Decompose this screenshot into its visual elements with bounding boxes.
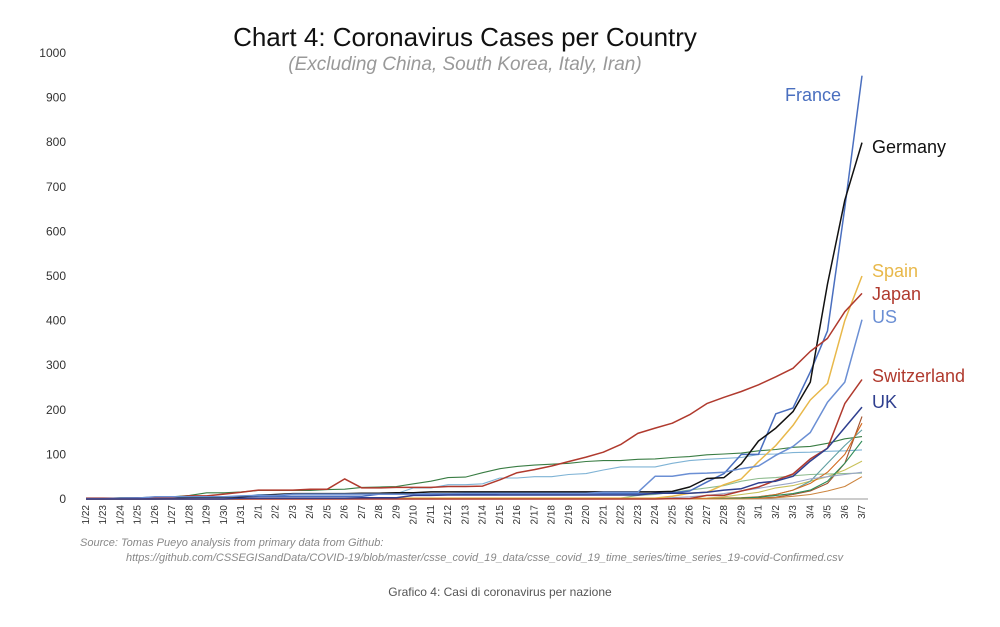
- series-label-france: France: [785, 85, 841, 105]
- y-tick-label: 400: [46, 314, 66, 328]
- x-tick-label: 2/1: [253, 505, 264, 519]
- x-tick-label: 2/7: [357, 505, 368, 519]
- y-tick-label: 900: [46, 91, 66, 105]
- x-tick-label: 2/24: [650, 505, 661, 525]
- x-tick-label: 3/7: [857, 505, 868, 519]
- x-tick-label: 2/13: [460, 505, 471, 525]
- x-tick-label: 2/14: [478, 505, 489, 525]
- x-tick-label: 1/28: [184, 505, 195, 525]
- y-tick-label: 600: [46, 224, 66, 238]
- x-tick-label: 2/22: [616, 505, 627, 525]
- x-tick-label: 2/12: [443, 505, 454, 525]
- x-tick-label: 2/28: [719, 505, 730, 525]
- x-tick-label: 2/29: [736, 505, 747, 525]
- series-label-switzerland: Switzerland: [872, 366, 965, 386]
- x-tick-label: 3/6: [840, 505, 851, 519]
- x-tick-label: 1/26: [150, 505, 161, 525]
- x-tick-label: 1/24: [115, 505, 126, 525]
- x-tick-label: 2/17: [529, 505, 540, 525]
- x-tick-label: 2/5: [322, 505, 333, 519]
- x-tick-label: 2/11: [426, 505, 437, 524]
- x-tick-label: 2/19: [564, 505, 575, 525]
- x-tick-label: 2/4: [305, 505, 316, 519]
- series-line-uk: [86, 406, 863, 500]
- x-tick-label: 3/2: [771, 505, 782, 519]
- x-tick-label: 3/1: [754, 505, 765, 519]
- y-tick-label: 100: [46, 447, 66, 461]
- x-tick-label: 2/10: [409, 505, 420, 525]
- x-tick-label: 3/3: [788, 505, 799, 519]
- x-tick-label: 2/9: [391, 505, 402, 519]
- x-tick-label: 2/3: [288, 505, 299, 519]
- x-tick-label: 2/25: [667, 505, 678, 525]
- x-tick-label: 2/18: [547, 505, 558, 525]
- y-tick-label: 700: [46, 180, 66, 194]
- source-url: https://github.com/CSSEGISandData/COVID-…: [126, 552, 844, 564]
- x-tick-label: 1/25: [133, 505, 144, 525]
- series-label-germany: Germany: [872, 137, 946, 157]
- x-tick-label: 1/23: [98, 505, 109, 525]
- x-tick-label: 2/23: [633, 505, 644, 525]
- series-line-spain: [86, 275, 863, 500]
- x-tick-label: 3/5: [823, 505, 834, 519]
- x-tick-label: 2/16: [512, 505, 523, 525]
- y-tick-label: 200: [46, 403, 66, 417]
- x-tick-label: 2/6: [340, 505, 351, 519]
- series-labels: France Germany Spain Japan US Switzerland UK: [785, 85, 965, 412]
- figure-caption: Grafico 4: Casi di coronavirus per nazio…: [388, 585, 612, 599]
- y-tick-label: 1000: [39, 46, 66, 60]
- x-tick-label: 2/27: [702, 505, 713, 525]
- x-tick-label: 1/22: [81, 505, 92, 525]
- x-axis: 1/22 1/23 1/24 1/25 1/26 1/27 1/28 1/29 1/30 1/31…: [81, 505, 868, 525]
- x-tick-label: 2/26: [685, 505, 696, 525]
- chart-subtitle: (Excluding China, South Korea, Italy, Ir…: [288, 54, 642, 75]
- series-line-us: [86, 319, 863, 500]
- y-tick-label: 800: [46, 135, 66, 149]
- y-tick-label: 300: [46, 358, 66, 372]
- series-label-spain: Spain: [872, 261, 918, 281]
- series-line-series-7: [85, 436, 863, 500]
- x-tick-label: 2/2: [271, 505, 282, 519]
- x-tick-label: 1/29: [202, 505, 213, 525]
- chart-title: Chart 4: Coronavirus Cases per Country: [233, 22, 697, 52]
- x-tick-label: 2/21: [598, 505, 609, 525]
- y-tick-label: 0: [59, 492, 66, 506]
- x-tick-label: 2/15: [495, 505, 506, 525]
- series-line-germany: [86, 142, 863, 500]
- y-tick-label: 500: [46, 269, 66, 283]
- series-lines: [85, 75, 863, 500]
- series-line-japan: [86, 292, 863, 499]
- series-label-uk: UK: [872, 392, 897, 412]
- x-tick-label: 2/8: [374, 505, 385, 519]
- x-tick-label: 1/27: [167, 505, 178, 525]
- series-label-us: US: [872, 307, 897, 327]
- x-tick-label: 3/4: [805, 505, 816, 519]
- series-line-france: [86, 75, 863, 500]
- x-tick-label: 2/20: [581, 505, 592, 525]
- series-label-japan: Japan: [872, 284, 921, 304]
- series-line-series-12: [86, 429, 863, 500]
- x-tick-label: 1/30: [219, 505, 230, 525]
- y-axis: 0 100 200 300 400 500 600 700 800 900 1000: [39, 46, 868, 506]
- x-tick-label: 1/31: [236, 505, 247, 525]
- source-note: Source: Tomas Pueyo analysis from primar…: [80, 537, 384, 549]
